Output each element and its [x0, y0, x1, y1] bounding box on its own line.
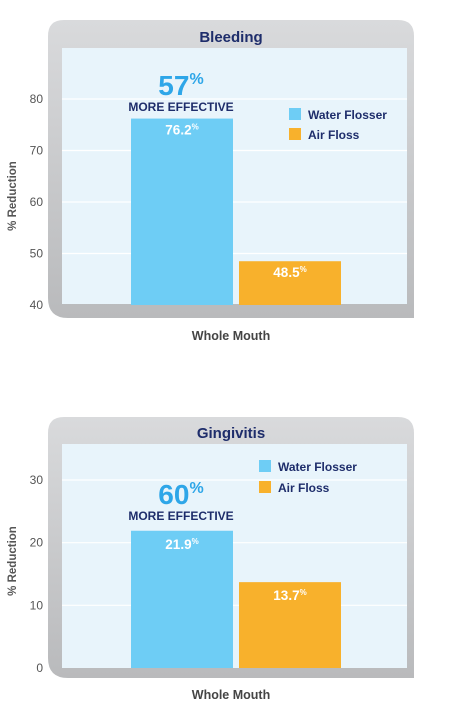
x-axis-category: Whole Mouth [192, 688, 270, 702]
y-axis-ticks: 0 10 20 30 [30, 473, 44, 675]
x-axis-category: Whole Mouth [192, 329, 270, 343]
y-tick-label: 0 [36, 661, 43, 675]
bar-air-floss [239, 261, 341, 305]
legend-swatch-water-flosser [259, 460, 271, 472]
chart-title: Gingivitis [197, 425, 265, 442]
y-tick-label: 40 [30, 298, 44, 312]
plot-area [62, 444, 407, 668]
legend-label-air-floss: Air Floss [308, 128, 360, 142]
gingivitis-chart-svg: Gingivitis 0 10 20 30 % Reduction 21.9% 13.7… [7, 417, 414, 702]
bar-air-floss [239, 582, 341, 668]
y-axis-label: % Reduction [7, 526, 19, 596]
legend-swatch-air-floss [259, 481, 271, 493]
callout-percent: % [189, 71, 203, 88]
chart-title: Bleeding [199, 29, 262, 46]
grid [62, 98, 407, 255]
bar-water-flosser [131, 530, 233, 668]
callout-value: 57 [158, 70, 189, 101]
bars: 76.2% 48.5% [131, 118, 341, 305]
legend-swatch-air-floss [289, 128, 301, 140]
bar-value-label: 21.9% [165, 537, 198, 552]
callout-percent: % [189, 480, 203, 497]
grid [62, 479, 407, 606]
y-tick-label: 10 [30, 598, 44, 612]
y-tick-label: 50 [30, 247, 44, 261]
legend: Water Flosser Air Floss [259, 460, 357, 495]
legend-label-water-flosser: Water Flosser [308, 108, 387, 122]
legend: Water Flosser Air Floss [289, 108, 387, 142]
effectiveness-callout-text: 60% [158, 479, 203, 510]
y-tick-label: 70 [30, 144, 44, 158]
y-axis-label: % Reduction [7, 161, 19, 231]
effectiveness-callout: 60% MORE EFFECTIVE [128, 479, 233, 523]
bar-value-label: 48.5% [273, 265, 306, 280]
bars: 21.9% 13.7% [131, 530, 341, 668]
legend-label-air-floss: Air Floss [278, 481, 330, 495]
bleeding-chart-svg: Bleeding 40 50 60 70 80 % Reduction 76.2% 48.… [7, 20, 414, 343]
effectiveness-callout-text: 57% [158, 70, 203, 101]
gingivitis-chart: Gingivitis 0 10 20 30 % Reduction 21.9% 13.7… [0, 365, 462, 726]
y-tick-label: 20 [30, 536, 44, 550]
callout-subtext: MORE EFFECTIVE [128, 100, 233, 114]
effectiveness-callout: 57% MORE EFFECTIVE [128, 70, 233, 114]
legend-label-water-flosser: Water Flosser [278, 460, 357, 474]
y-tick-label: 30 [30, 473, 44, 487]
legend-swatch-water-flosser [289, 108, 301, 120]
plot-area [62, 48, 407, 304]
bleeding-chart: Bleeding 40 50 60 70 80 % Reduction 76.2% 48.… [0, 0, 462, 360]
y-tick-label: 80 [30, 92, 44, 106]
callout-subtext: MORE EFFECTIVE [128, 509, 233, 523]
callout-value: 60 [158, 479, 189, 510]
bar-water-flosser [131, 118, 233, 305]
bar-value-label: 13.7% [273, 588, 306, 603]
y-tick-label: 60 [30, 195, 44, 209]
y-axis-ticks: 40 50 60 70 80 [30, 92, 44, 312]
bar-value-label: 76.2% [165, 123, 198, 138]
